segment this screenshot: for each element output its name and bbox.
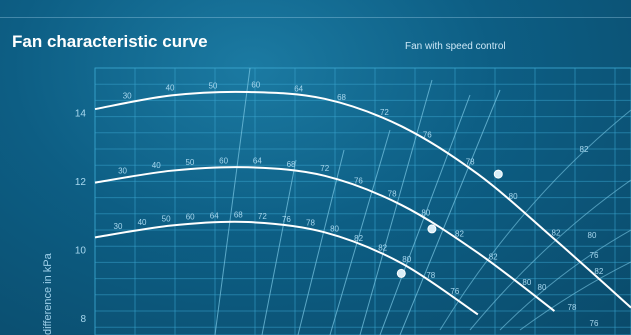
curve-speed-label: 82 — [594, 267, 603, 276]
curve-speed-label: 60 — [186, 213, 195, 222]
system-resistance-line — [329, 129, 391, 335]
y-tick-label: 12 — [75, 177, 87, 188]
curve-speed-label: 40 — [152, 161, 161, 170]
curve-speed-label: 30 — [114, 222, 123, 231]
curve-speed-label: 76 — [354, 177, 363, 186]
curve-speed-label: 76 — [450, 287, 459, 296]
operating-point-2 — [427, 224, 437, 234]
curve-speed-label: 78 — [388, 189, 397, 198]
operating-point-3 — [396, 268, 406, 278]
curve-speed-label: 80 — [330, 224, 339, 233]
chart-grid — [94, 67, 631, 335]
curve-speed-label: 68 — [234, 210, 243, 219]
edge-speed-label: 80 — [588, 231, 597, 240]
curve-speed-label: 30 — [123, 91, 132, 100]
curve-speed-label: 80 — [522, 278, 531, 287]
curve-speed-label: 82 — [489, 252, 498, 261]
y-tick-label: 10 — [75, 245, 87, 256]
curve-speed-label: 76 — [282, 215, 291, 224]
curve-speed-label: 72 — [380, 108, 389, 117]
curve-speed-label: 60 — [219, 156, 228, 165]
curve-speed-label: 68 — [337, 93, 346, 102]
fan-curve-3 — [94, 220, 479, 316]
curve-speed-label: 60 — [251, 81, 260, 90]
system-resistance-line — [214, 67, 251, 335]
y-axis-ticks: 8 10 12 14 — [75, 109, 87, 325]
curve-speed-label: 64 — [210, 212, 219, 221]
curve-speed-label: 76 — [423, 130, 432, 139]
fan-curves — [94, 90, 631, 316]
top-divider — [0, 17, 631, 18]
system-resistance-arc — [499, 229, 631, 331]
chart-subtitle: Fan with speed control — [405, 41, 506, 52]
system-resistance-line — [261, 159, 297, 335]
system-resistance-arc — [519, 261, 631, 331]
curve-speed-label: 64 — [294, 84, 303, 93]
curve-speed-label: 50 — [185, 158, 194, 167]
curve-speed-label: 82 — [552, 229, 561, 238]
system-resistance-arc — [439, 109, 631, 331]
curve-speed-label: 30 — [118, 166, 127, 175]
edge-speed-label: 78 — [568, 303, 577, 312]
curve-speed-label: 80 — [421, 208, 430, 217]
curve-speed-label: 50 — [208, 82, 217, 91]
fan-curve-1 — [94, 90, 631, 309]
curve-speed-label: 50 — [162, 214, 171, 223]
curve-speed-label: 78 — [306, 218, 315, 227]
system-resistance-line — [399, 89, 501, 335]
system-resistance-line — [379, 94, 471, 335]
edge-speed-label: 80 — [538, 283, 547, 292]
curve-speed-label: 72 — [320, 164, 329, 173]
edge-speed-label: 76 — [590, 251, 599, 260]
curve-speed-label: 80 — [509, 192, 518, 201]
system-resistance-lines — [214, 67, 631, 335]
plot-frame — [94, 67, 631, 335]
curve-speed-label: 68 — [287, 160, 296, 169]
system-resistance-line — [297, 149, 345, 335]
curve-labels: 30 40 50 60 64 68 72 76 78 80 82 82 30 40 50 60 64 68 72 76… — [114, 81, 604, 328]
curve-speed-label: 78 — [426, 271, 435, 280]
curve-speed-label: 82 — [354, 234, 363, 243]
fan-curve-2 — [94, 166, 556, 312]
curve-speed-label: 72 — [258, 212, 267, 221]
edge-speed-label: 76 — [590, 319, 599, 328]
curve-speed-label: 78 — [466, 157, 475, 166]
system-resistance-line — [359, 79, 433, 335]
operating-point-1 — [493, 169, 503, 179]
y-tick-label: 14 — [75, 109, 87, 120]
curve-speed-label: 40 — [166, 84, 175, 93]
curve-speed-label: 82 — [378, 244, 387, 253]
curve-speed-label: 80 — [402, 255, 411, 264]
curve-speed-label: 64 — [253, 156, 262, 165]
curve-speed-label: 82 — [455, 229, 464, 238]
y-tick-label: 8 — [80, 314, 86, 325]
page-title: Fan characteristic curve — [12, 32, 208, 51]
edge-speed-label: 82 — [580, 145, 589, 154]
system-resistance-arc — [469, 179, 631, 331]
curve-speed-label: 40 — [138, 218, 147, 227]
